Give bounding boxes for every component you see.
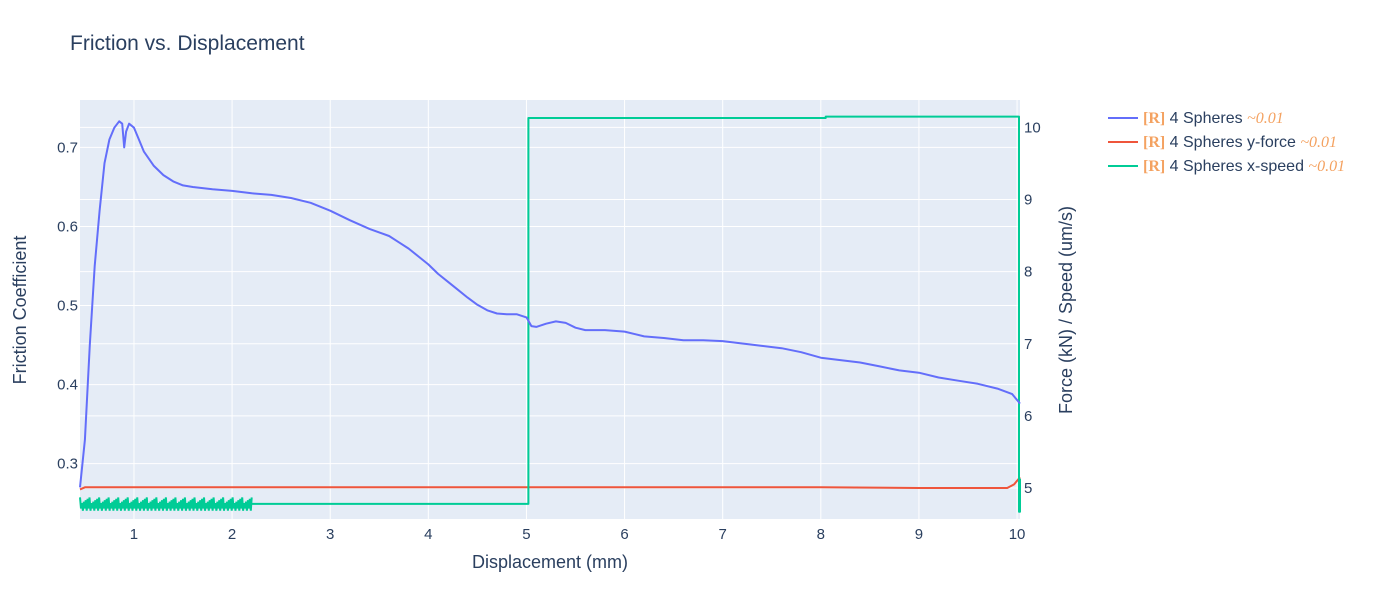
y2-tick-label: 8 xyxy=(1024,264,1032,281)
series-layer xyxy=(79,115,1021,513)
y2-tick-label: 7 xyxy=(1024,336,1032,353)
y-tick-label: 0.7 xyxy=(57,139,78,156)
legend: [R] 4 Spheres ~0.01 [R] 4 Spheres y-force… xyxy=(1108,110,1345,175)
gridlines xyxy=(80,100,1020,519)
tick-labels: 1 2 3 4 5 6 7 8 9 10 0.3 0.4 0.5 0.6 0.7 5 6 7 8 9 10 xyxy=(57,119,1041,543)
y2-tick-label: 10 xyxy=(1024,119,1041,136)
x-tick-label: 5 xyxy=(522,526,530,543)
x-tick-label: 2 xyxy=(228,526,236,543)
y2-axis-title: Force (kN) / Speed (um/s) xyxy=(1056,206,1076,414)
x-tick-label: 7 xyxy=(719,526,727,543)
y-tick-label: 0.6 xyxy=(57,218,78,235)
legend-label: [R] 4 Spheres x-speed ~0.01 xyxy=(1143,158,1345,175)
y2-tick-label: 6 xyxy=(1024,408,1032,425)
x-tick-label: 1 xyxy=(130,526,138,543)
series-friction xyxy=(79,120,1021,488)
x-tick-label: 3 xyxy=(326,526,334,543)
x-tick-label: 6 xyxy=(620,526,628,543)
plot-area xyxy=(79,115,1021,513)
x-tick-label: 10 xyxy=(1009,526,1026,543)
x-axis-title: Displacement (mm) xyxy=(472,552,628,572)
x-tick-label: 8 xyxy=(817,526,825,543)
plot-background xyxy=(80,100,1020,519)
y2-tick-label: 9 xyxy=(1024,192,1032,209)
y2-tick-label: 5 xyxy=(1024,480,1032,497)
y-tick-label: 0.4 xyxy=(57,377,78,394)
legend-item[interactable]: [R] 4 Spheres y-force ~0.01 xyxy=(1108,134,1337,151)
y-axis-title: Friction Coefficient xyxy=(10,236,30,385)
series-x-speed xyxy=(251,115,1021,513)
legend-item[interactable]: [R] 4 Spheres ~0.01 xyxy=(1108,110,1284,127)
legend-item[interactable]: [R] 4 Spheres x-speed ~0.01 xyxy=(1108,158,1345,175)
y-tick-label: 0.3 xyxy=(57,456,78,473)
x-tick-label: 4 xyxy=(424,526,432,543)
series-x-speed-noise xyxy=(79,497,253,511)
x-tick-label: 9 xyxy=(915,526,923,543)
legend-label: [R] 4 Spheres ~0.01 xyxy=(1143,110,1284,127)
chart-title: Friction vs. Displacement xyxy=(70,32,305,55)
y-tick-label: 0.5 xyxy=(57,298,78,315)
legend-label: [R] 4 Spheres y-force ~0.01 xyxy=(1143,134,1337,151)
series-y-force xyxy=(79,476,1021,491)
